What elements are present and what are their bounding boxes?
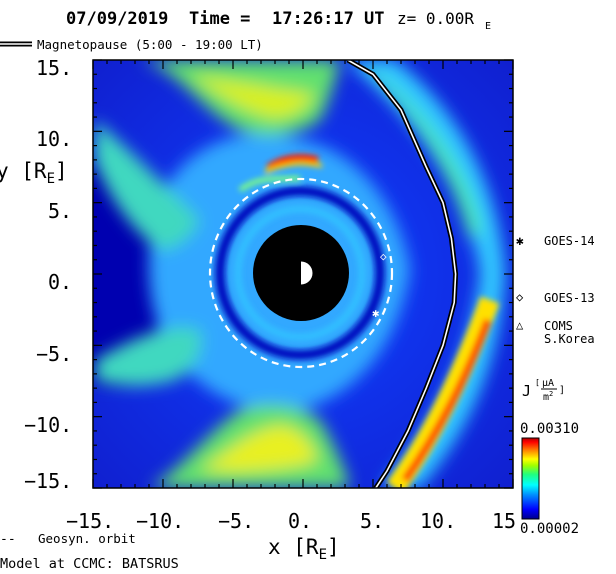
heatmap-inner-cyan-ring bbox=[234, 205, 366, 341]
magnetopause-inner bbox=[347, 60, 457, 488]
colorbar-unit-num: μA bbox=[542, 378, 554, 389]
title-z: z= 0.00R bbox=[397, 9, 474, 28]
title-ut: UT bbox=[364, 9, 384, 29]
x-tick-label-minus-5: −5. bbox=[218, 509, 254, 533]
goes-13-marker: ◇ bbox=[380, 250, 387, 263]
legend-goes-13-label: GOES-13 bbox=[544, 291, 595, 305]
x-tick-label-5: 5. bbox=[360, 509, 384, 533]
y-tick-label-minus-15: −15. bbox=[24, 469, 72, 493]
legend-coms-label: COMS bbox=[544, 319, 573, 333]
geosyn-legend-label: Geosyn. orbit bbox=[38, 531, 136, 546]
heatmap-left-cyan-band bbox=[95, 120, 200, 250]
y-axis-label: y [RE] bbox=[0, 159, 68, 187]
title-date: 07/09/2019 bbox=[66, 9, 168, 29]
y-tick-label-0: 0. bbox=[48, 270, 72, 294]
model-credit: Model at CCMC: BATSRUS bbox=[0, 556, 179, 572]
y-tick-label-5: 5. bbox=[48, 199, 72, 223]
heatmap-current-stripe-red bbox=[401, 318, 492, 483]
legend-goes-13-symbol: ◇ bbox=[516, 290, 524, 304]
title-time: 17:26:17 bbox=[272, 9, 354, 29]
x-tick-label-minus-15: −15. bbox=[66, 509, 114, 533]
legend-coms-symbol: △ bbox=[516, 318, 524, 332]
x-tick-label-0: 0. bbox=[288, 509, 312, 533]
magnetopause-legend-label: Magnetopause (5:00 - 19:00 LT) bbox=[37, 37, 263, 52]
heatmap-upper-yellow-band bbox=[190, 75, 315, 119]
heatmap-sheath-green-upper bbox=[360, 60, 480, 240]
title-z-sub: E bbox=[485, 21, 491, 32]
colorbar-unit-bracket-close: ] bbox=[559, 385, 565, 396]
legend-goes-14-symbol: ✱ bbox=[516, 234, 524, 249]
y-tick-label-15: 15. bbox=[36, 56, 72, 80]
title-time-label: Time = bbox=[189, 9, 250, 29]
goes-14-marker: ✱ bbox=[372, 306, 379, 320]
heatmap-lower-yellow-band bbox=[200, 425, 318, 472]
legend-coms-label-2: S.Korea bbox=[544, 332, 595, 346]
x-tick-label-10: 10. bbox=[420, 509, 456, 533]
heatmap-field: ✱ ◇ bbox=[93, 60, 513, 488]
x-tick-label-minus-10: −10. bbox=[136, 509, 184, 533]
y-tick-label-minus-5: −5. bbox=[36, 342, 72, 366]
colorbar-min-label: 0.00002 bbox=[520, 521, 579, 537]
y-tick-label-minus-10: −10. bbox=[24, 413, 72, 437]
earth-symbol-night bbox=[289, 261, 301, 285]
earth-symbol-outline bbox=[288, 260, 314, 286]
heatmap-yellow-arc bbox=[264, 161, 323, 174]
colorbar-max-label: 0.00310 bbox=[520, 421, 579, 437]
colorbar-gradient bbox=[521, 437, 540, 520]
axis-ticks bbox=[92, 59, 514, 489]
colorbar-label: J bbox=[522, 382, 531, 400]
heatmap-inner-dark-ring bbox=[215, 186, 385, 360]
heatmap-red-arc bbox=[265, 154, 319, 171]
heatmap-green-arc-top bbox=[238, 175, 301, 193]
x-tick-label-15: 15 bbox=[492, 509, 516, 533]
colorbar-unit-den: m2 bbox=[543, 390, 553, 403]
colorbar-unit-bracket-open: [ bbox=[535, 378, 540, 387]
x-axis-label: x [RE] bbox=[268, 535, 340, 563]
legend-goes-14-label: GOES-14 bbox=[544, 234, 595, 248]
geosynchronous-orbit bbox=[208, 177, 394, 369]
y-tick-label-10: 10. bbox=[36, 127, 72, 151]
geosyn-legend-dashes: -- bbox=[0, 532, 16, 547]
heatmap-left-lower-cyan bbox=[95, 327, 202, 386]
